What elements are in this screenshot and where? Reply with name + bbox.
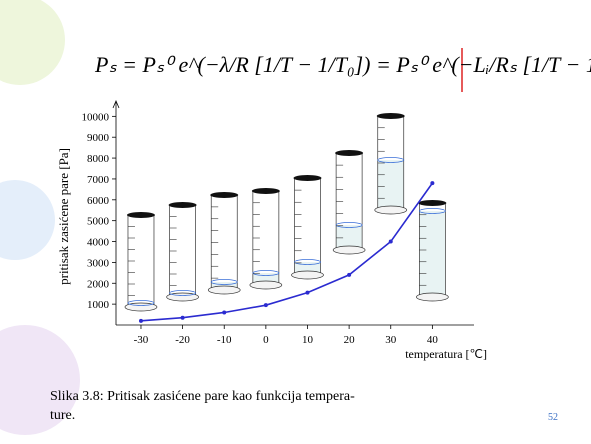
caption: ture. bbox=[50, 408, 75, 423]
water-level bbox=[418, 208, 446, 214]
x-tick-label: -30 bbox=[134, 334, 149, 346]
x-tick-label: 10 bbox=[302, 334, 314, 346]
decoration bbox=[0, 0, 65, 85]
data-point bbox=[430, 181, 435, 186]
y-tick-label: 7000 bbox=[87, 174, 110, 186]
cylinder-water bbox=[377, 160, 404, 210]
x-tick-label: 0 bbox=[263, 334, 269, 346]
x-tick-label: 30 bbox=[385, 334, 397, 346]
cylinder-rim bbox=[335, 150, 364, 156]
y-tick-label: 8000 bbox=[87, 153, 110, 165]
y-tick-label: 4000 bbox=[87, 237, 110, 249]
data-point bbox=[388, 239, 393, 244]
x-axis-label: temperatura [℃] bbox=[405, 347, 487, 361]
formula: Pₛ = Pₛ⁰ e^(−λ/R [1/T − 1/T₀]) = Pₛ⁰ e^(… bbox=[94, 52, 591, 77]
data-point bbox=[180, 315, 185, 320]
y-tick-label: 3000 bbox=[87, 257, 110, 269]
x-tick-label: -10 bbox=[217, 334, 232, 346]
page-number: 52 bbox=[548, 412, 558, 423]
water-level bbox=[294, 259, 321, 265]
data-point bbox=[347, 272, 352, 277]
data-line bbox=[140, 182, 434, 322]
y-tick-label: 9000 bbox=[87, 132, 110, 144]
cylinder-base bbox=[249, 280, 283, 290]
cylinder-base bbox=[332, 245, 366, 255]
data-point bbox=[138, 318, 143, 323]
water-level bbox=[210, 279, 238, 285]
cylinder-base bbox=[291, 270, 324, 280]
data-point bbox=[222, 310, 227, 315]
cylinder-rim bbox=[376, 113, 405, 119]
water-level bbox=[127, 300, 155, 306]
water-level bbox=[377, 157, 405, 163]
cylinder-rim bbox=[210, 192, 239, 198]
data-point bbox=[263, 303, 268, 308]
cylinder-rim bbox=[293, 175, 322, 181]
cylinder-rim bbox=[418, 200, 447, 206]
plot: 1000 2000 3000 4000 5000 6000 7000 8000 9000 1000… bbox=[56, 99, 487, 361]
y-tick-label: 6000 bbox=[87, 195, 110, 207]
y-tick-label: 1000 bbox=[87, 299, 110, 311]
x-tick-label: 20 bbox=[344, 334, 356, 346]
x-tick-label: -20 bbox=[175, 334, 190, 346]
y-axis-label: pritisak zasićene pare [Pa] bbox=[56, 148, 71, 285]
cylinder-rim bbox=[126, 212, 155, 218]
x-tick-label: 40 bbox=[427, 334, 439, 346]
cylinder-base bbox=[416, 292, 449, 302]
cylinder-base bbox=[374, 205, 408, 215]
axis-arrow bbox=[112, 99, 120, 109]
water-level bbox=[169, 290, 197, 296]
caption: Slika 3.8: Pritisak zasićene pare kao fu… bbox=[50, 389, 355, 404]
y-tick-label: 2000 bbox=[87, 278, 110, 290]
cylinder-rim bbox=[168, 202, 197, 208]
cylinder-water bbox=[419, 211, 446, 297]
data-point bbox=[305, 290, 310, 295]
decoration bbox=[0, 180, 55, 260]
cylinder-base bbox=[207, 285, 241, 295]
decoration bbox=[0, 325, 80, 435]
y-tick-label: 10000 bbox=[82, 111, 110, 123]
cylinder-rim bbox=[251, 188, 280, 194]
y-tick-label: 5000 bbox=[87, 216, 110, 228]
water-level bbox=[335, 222, 363, 228]
